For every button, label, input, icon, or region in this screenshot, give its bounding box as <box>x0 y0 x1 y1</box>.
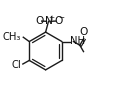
Text: O: O <box>35 16 44 26</box>
Text: N: N <box>45 16 52 26</box>
Text: CH₃: CH₃ <box>3 32 21 42</box>
Text: O: O <box>80 27 88 37</box>
Text: NH: NH <box>70 36 85 47</box>
Text: Cl: Cl <box>11 60 21 70</box>
Text: +: + <box>48 15 55 21</box>
Text: O: O <box>54 16 62 26</box>
Text: −: − <box>59 15 65 21</box>
